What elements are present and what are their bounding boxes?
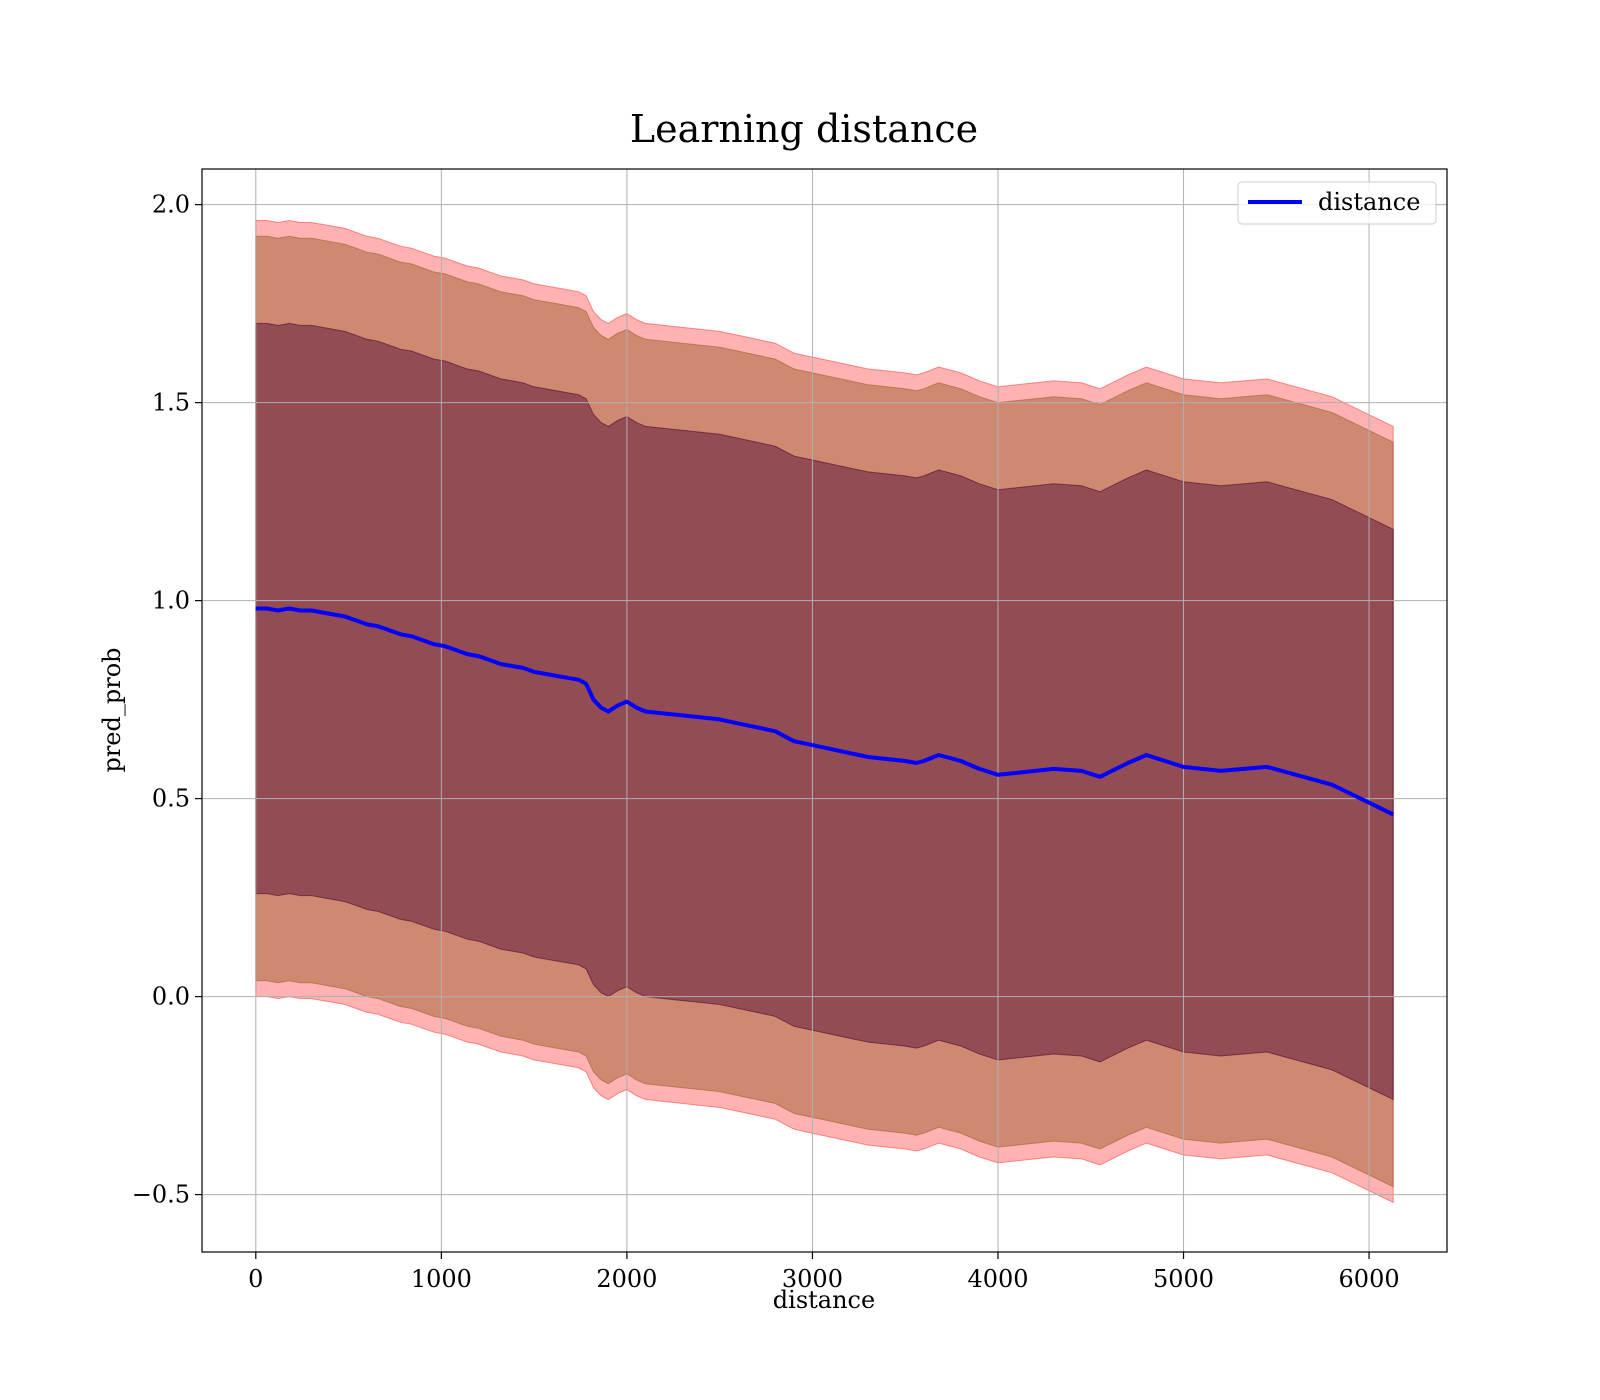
- grid-layer: [202, 169, 1447, 1252]
- legend-box: [1237, 181, 1437, 225]
- x-tick-label: 1000: [411, 1265, 472, 1293]
- y-tick-label: 1.0: [152, 587, 190, 615]
- x-tick-label: 4000: [967, 1265, 1028, 1293]
- x-tick-label: 0: [248, 1265, 263, 1293]
- y-axis-label: pred_prob: [98, 647, 126, 772]
- y-ticks: −0.5 0.0 0.5 1.0 1.5 2.0: [132, 191, 202, 1209]
- y-tick-label: 0.5: [152, 785, 190, 813]
- x-tick-label: 2000: [596, 1265, 657, 1293]
- confidence-band-2: [255, 235, 1394, 1188]
- y-tick-label: 0.0: [152, 983, 190, 1011]
- x-axis-label: distance: [773, 1286, 875, 1314]
- chart-title: Learning distance: [630, 107, 978, 151]
- y-tick-label: 2.0: [152, 191, 190, 219]
- series-line-distance: [255, 606, 1395, 817]
- plot-frame: [201, 168, 1448, 1253]
- bands-layer: [255, 219, 1394, 1204]
- legend: distance: [1237, 181, 1437, 225]
- line-layer: [255, 606, 1395, 817]
- x-ticks: 0 1000 2000 3000 4000 5000 6000: [248, 1252, 1400, 1293]
- x-tick-label: 6000: [1339, 1265, 1400, 1293]
- legend-label-distance: distance: [1318, 188, 1420, 216]
- x-tick-label: 5000: [1153, 1265, 1214, 1293]
- y-tick-label: −0.5: [132, 1181, 190, 1209]
- x-tick-label: 3000: [782, 1265, 843, 1293]
- y-tick-label: 1.5: [152, 389, 190, 417]
- confidence-band-3: [255, 322, 1394, 1101]
